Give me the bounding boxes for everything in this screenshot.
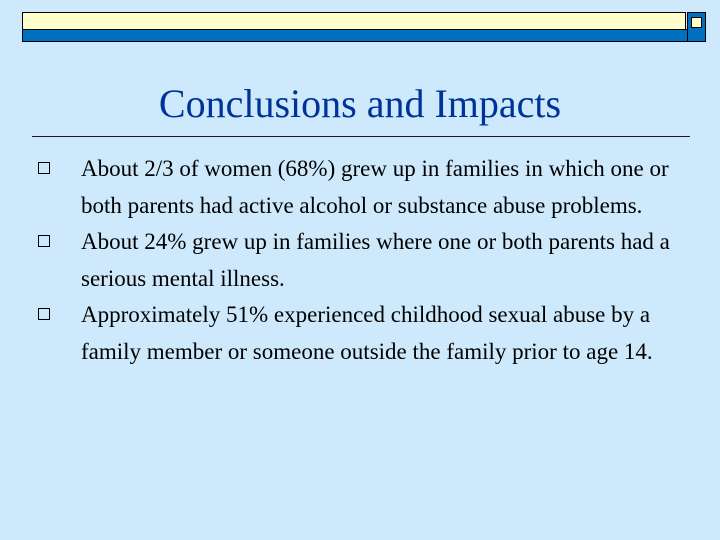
bullet-text: About 2/3 of women (68%) grew up in fami… [81, 156, 669, 218]
slide-title: Conclusions and Impacts [158, 81, 562, 126]
bullet-item: Approximately 51% experienced childhood … [30, 297, 670, 370]
hollow-square-bullet-icon [38, 162, 50, 174]
title-divider [32, 136, 690, 137]
header-decor-yellow-bar [22, 12, 686, 30]
bullet-list: About 2/3 of women (68%) grew up in fami… [30, 151, 670, 370]
bullet-text: About 24% grew up in families where one … [81, 229, 670, 291]
hollow-square-bullet-icon [38, 235, 50, 247]
hollow-square-bullet-icon [38, 308, 50, 320]
bullet-item: About 24% grew up in families where one … [30, 224, 670, 297]
header-decor-blue-bar [22, 29, 688, 42]
header-decor-square-inner [691, 17, 702, 28]
bullet-text: Approximately 51% experienced childhood … [81, 302, 653, 364]
bullet-item: About 2/3 of women (68%) grew up in fami… [30, 151, 670, 224]
